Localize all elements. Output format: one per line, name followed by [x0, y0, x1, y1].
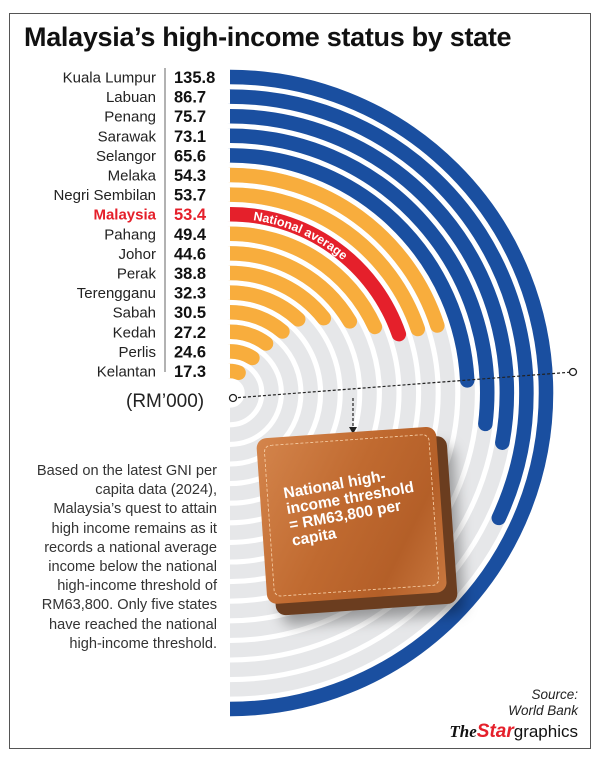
- row-value: 32.3: [174, 285, 206, 303]
- row-value: 53.4: [174, 206, 207, 224]
- row-label: Perlis: [118, 344, 156, 361]
- chart-frame: [9, 13, 591, 749]
- bar-sabah: [222, 304, 290, 339]
- bar-johor: [222, 246, 358, 329]
- source-credit: Source: World Bank: [508, 687, 578, 719]
- bar-negri-sembilan: [222, 187, 426, 337]
- bar-start-mask: [222, 187, 230, 202]
- bar-start-mask: [222, 128, 230, 144]
- row-labels: Kuala Lumpur 135.8 Labuan 86.7 Penang 75.7 Sar…: [53, 69, 215, 381]
- bar-start-mask: [222, 167, 230, 183]
- row-label: Johor: [118, 246, 156, 263]
- row-value: 54.3: [174, 167, 206, 185]
- bar-start-mask: [222, 265, 230, 281]
- bar-start-mask: [222, 246, 230, 261]
- wallet-front: National high-income threshold = RM63,80…: [256, 426, 448, 605]
- source-label: Source:: [531, 687, 578, 702]
- row-label: Pahang: [104, 226, 156, 243]
- bar-kelantan: [222, 363, 246, 380]
- row-value: 65.6: [174, 147, 206, 165]
- row-value: 17.3: [174, 363, 206, 381]
- explanatory-note: Based on the latest GNI per capita data …: [36, 463, 217, 652]
- brand-logo: TheStargraphics: [449, 721, 578, 743]
- row-value: 49.4: [174, 226, 207, 244]
- bar-perak: [222, 265, 332, 326]
- brand-the: The: [449, 722, 477, 741]
- row-label: Kuala Lumpur: [63, 70, 156, 87]
- row-label: Terengganu: [77, 285, 156, 302]
- row-label: Negri Sembilan: [53, 187, 156, 204]
- row-label: Kelantan: [97, 364, 156, 381]
- row-label: Penang: [104, 109, 156, 126]
- brand-graphics: graphics: [513, 722, 578, 741]
- row-value: 53.7: [174, 187, 206, 205]
- bar-penang: [222, 108, 514, 450]
- row-label: Sarawak: [98, 128, 157, 145]
- row-value: 75.7: [174, 108, 206, 126]
- bar-pahang: [222, 226, 383, 335]
- row-value: 86.7: [174, 89, 206, 107]
- bar-start-mask: [222, 324, 230, 340]
- bar-terengganu: [222, 285, 306, 327]
- bar-sarawak: [222, 128, 495, 432]
- bar-kuala-lumpur: [229, 69, 554, 717]
- bar-start-mask: [222, 108, 230, 124]
- bar-start-mask: [222, 226, 230, 242]
- row-value: 38.8: [174, 265, 206, 283]
- row-label: Selangor: [96, 148, 156, 165]
- row-value: 24.6: [174, 343, 206, 361]
- bar-perlis: [222, 344, 260, 366]
- wallet-illustration: National high-income threshold = RM63,80…: [256, 426, 458, 617]
- bar-start-mask: [222, 148, 230, 163]
- bar-start-mask: [222, 363, 230, 379]
- unit-label: (RM’000): [126, 391, 205, 412]
- source-name: World Bank: [508, 703, 578, 718]
- bar-labuan: [222, 89, 534, 526]
- threshold-dashed-line: [232, 371, 574, 399]
- brand-star: Star: [476, 721, 514, 742]
- wallet-pointer-arrow: [349, 427, 357, 434]
- row-label: Malaysia: [93, 207, 156, 224]
- row-value: 44.6: [174, 245, 206, 263]
- bar-start-mask: [222, 344, 230, 359]
- bar-selangor: [222, 148, 475, 388]
- threshold-marker-right: [568, 367, 578, 377]
- bar-start-mask: [222, 206, 230, 222]
- bar-start-mask: [222, 304, 230, 320]
- bar-kedah: [222, 324, 274, 351]
- bar-melaka: [222, 167, 445, 333]
- row-label: Melaka: [108, 168, 157, 185]
- bar-start-mask: [222, 89, 230, 104]
- chart-title: Malaysia’s high-income status by state: [24, 22, 512, 52]
- row-label: Kedah: [113, 324, 156, 341]
- bar-malaysia: [222, 206, 407, 342]
- row-label: Sabah: [113, 305, 156, 322]
- row-label: Labuan: [106, 89, 156, 106]
- bar-start-mask: [222, 285, 230, 300]
- row-value: 30.5: [174, 304, 206, 322]
- threshold-marker-left: [228, 393, 238, 403]
- row-value: 135.8: [174, 69, 215, 87]
- threshold-pointer: [228, 367, 578, 434]
- row-label: Perak: [117, 266, 157, 283]
- row-value: 27.2: [174, 324, 206, 342]
- bars: [222, 69, 554, 717]
- row-value: 73.1: [174, 128, 206, 146]
